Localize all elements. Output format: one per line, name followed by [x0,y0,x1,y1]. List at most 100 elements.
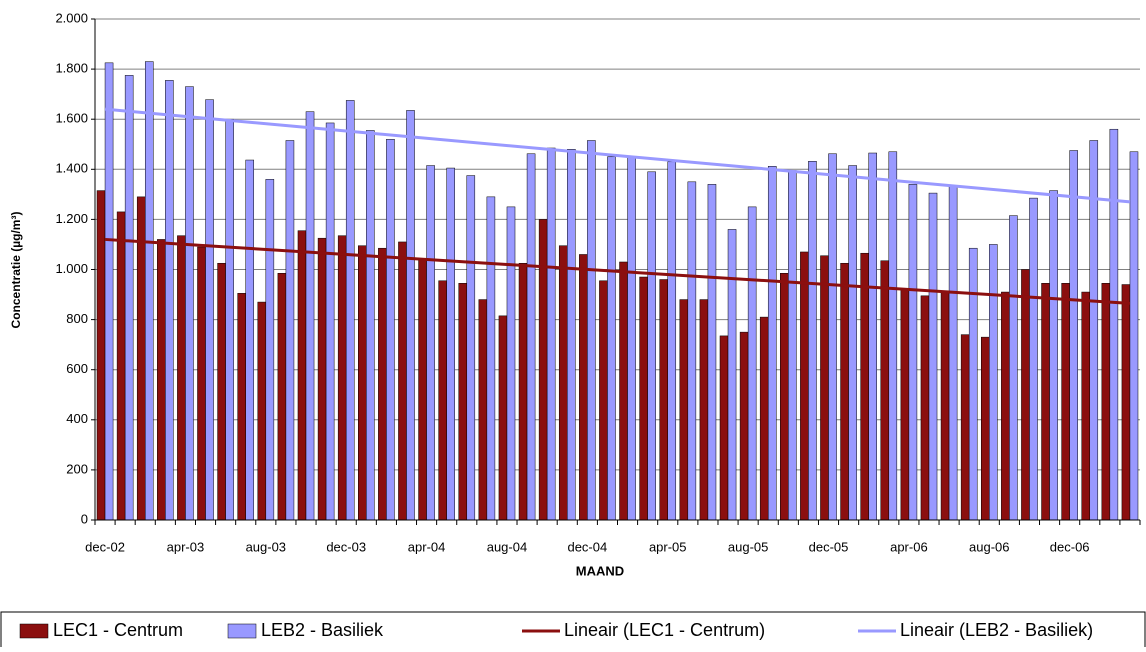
bar [1109,128,1119,521]
bar [345,100,355,521]
bar [808,161,817,521]
bar [948,185,958,521]
bar [466,175,476,521]
x-tick-label: apr-05 [649,539,687,554]
bar [225,118,234,521]
x-tick-label: apr-06 [890,539,928,554]
y-tick-label: 1.600 [55,111,88,126]
bar [538,219,548,521]
legend-swatch [19,623,49,639]
bar [868,152,877,521]
bar [619,261,628,521]
bar [325,122,335,521]
bar [177,235,186,521]
bar [699,299,709,521]
y-tick-label: 2.000 [55,10,88,25]
bar [96,190,106,521]
bar [378,247,387,521]
bar [245,159,255,521]
x-tick-label: aug-06 [969,539,1009,554]
bar [458,283,468,521]
bar [828,153,837,521]
trend-line [104,107,1131,204]
bar [438,280,447,521]
legend-label: LEB2 - Basiliek [261,620,384,640]
bar [144,61,154,521]
trend-line [104,237,1131,305]
bar [639,276,648,521]
legend-label: Lineair (LEC1 - Centrum) [564,620,765,640]
bar [1041,283,1050,521]
y-tick-label: 800 [66,311,88,326]
bar [968,247,978,521]
bar [217,262,226,521]
bar [820,255,829,521]
legend-label: Lineair (LEB2 - Basiliek) [900,620,1093,640]
x-tick-label: dec-06 [1050,539,1090,554]
bar [607,156,616,521]
bar [305,111,315,521]
legend-box [0,611,1146,652]
bar [989,244,998,521]
legend-swatch [227,623,257,639]
bar [197,246,206,521]
bar [486,196,496,521]
bar [1001,291,1010,521]
bar [719,335,729,521]
x-tick-label: apr-04 [408,539,446,554]
y-axis-title: Concentratie (µg/m³) [9,212,23,329]
bar [386,138,395,521]
bar [739,331,749,521]
y-tick-label: 400 [66,411,88,426]
bar [848,165,857,521]
bar [237,293,246,521]
bar [667,161,677,521]
bar [840,262,849,521]
bar [546,147,556,521]
bar [960,334,970,521]
bar [526,153,536,521]
x-tick-label: dec-04 [567,539,607,554]
bar [1081,291,1091,521]
y-tick-label: 1.400 [55,161,88,176]
bar [908,184,918,521]
bar [980,336,990,521]
bar [1049,190,1058,521]
bar [1021,269,1030,521]
x-tick-label: aug-04 [487,539,527,554]
bar [317,237,327,521]
bar [398,241,407,521]
bar [727,229,737,521]
bar [1069,150,1078,521]
bar [518,262,528,521]
bar [800,251,809,521]
x-tick-label: dec-02 [85,539,125,554]
y-tick-label: 0 [81,511,88,526]
bar [478,299,488,521]
bar [880,260,890,521]
bar [579,254,588,521]
bar [265,179,275,521]
bar [780,273,789,521]
bar [627,156,636,521]
x-axis-title: MAAND [576,563,624,578]
x-tick-label: aug-05 [728,539,768,554]
bar [506,206,516,521]
bar [104,62,114,521]
bar [124,75,134,521]
bar [426,165,435,521]
bar [1121,284,1131,521]
bar [599,280,608,521]
bar [759,316,769,521]
y-tick-label: 1.200 [55,211,88,226]
bar [358,245,367,521]
bar [567,149,576,521]
bar [1129,151,1139,521]
bar [297,230,307,521]
bar [446,167,455,521]
y-tick-label: 200 [66,461,88,476]
bar [860,252,869,521]
x-tick-label: dec-05 [809,539,849,554]
bar [418,259,427,521]
